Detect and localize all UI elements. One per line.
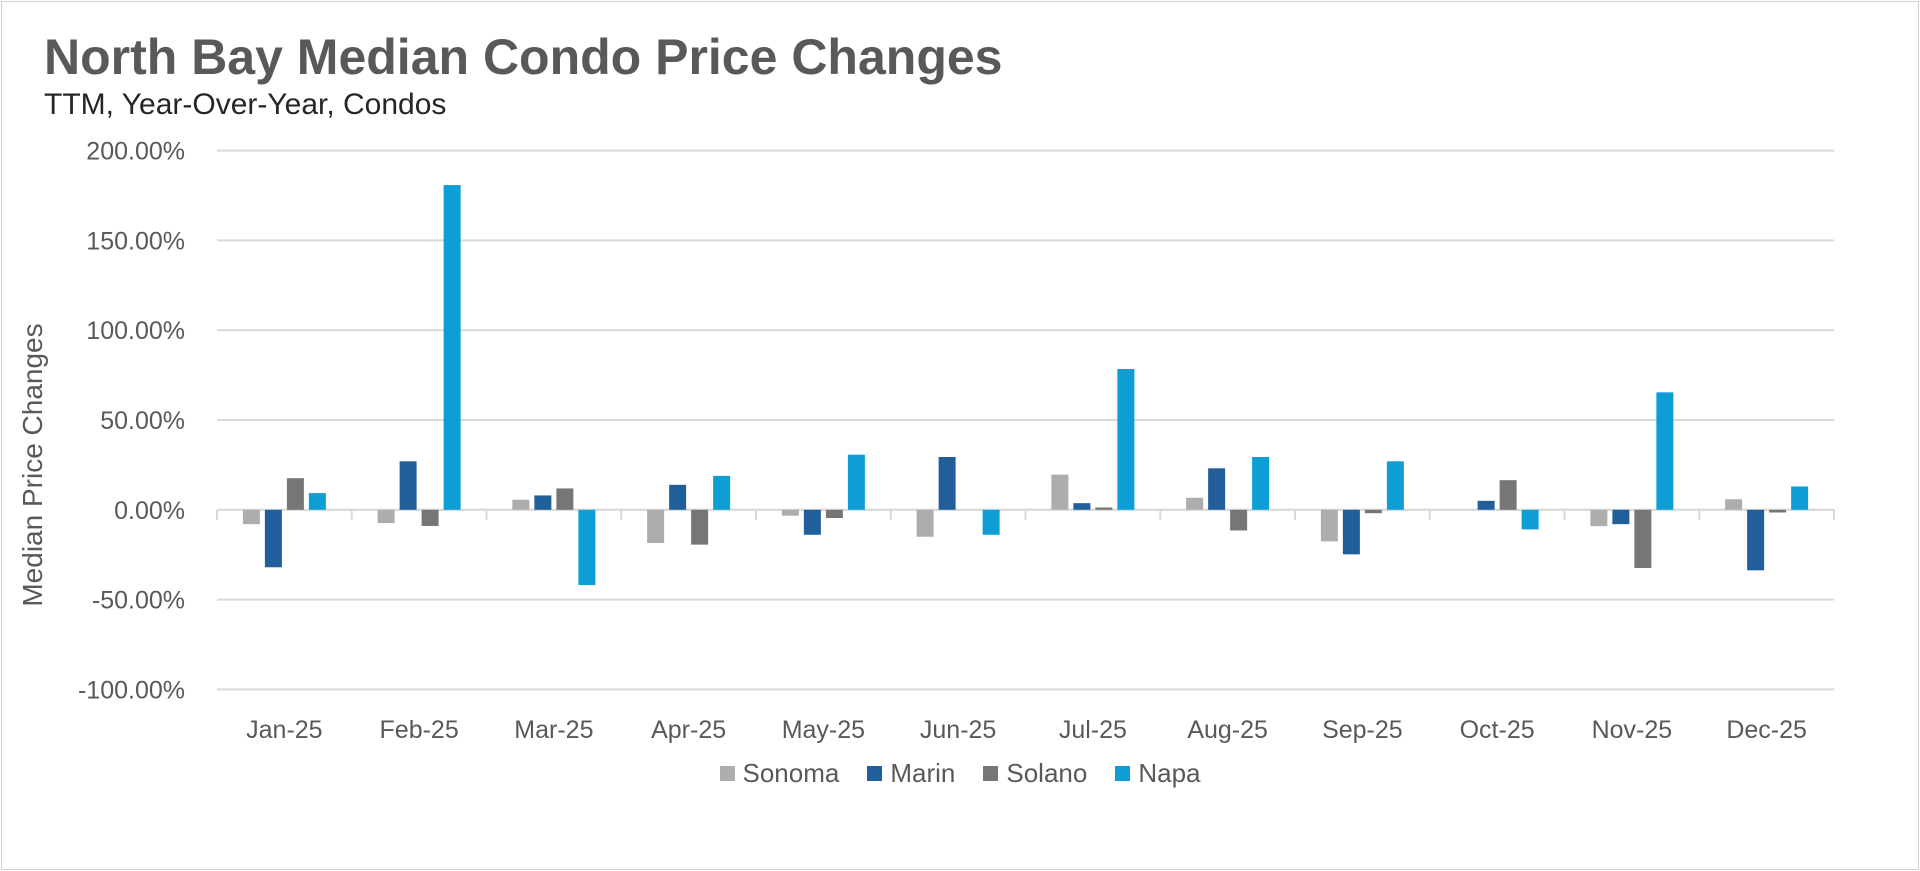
legend-label: Marin bbox=[890, 758, 956, 788]
bar-napa-may-25 bbox=[847, 454, 865, 510]
bar-sonoma-may-25 bbox=[781, 509, 799, 516]
bar-solano-jul-25 bbox=[1095, 507, 1113, 510]
legend-label: Solano bbox=[1006, 758, 1088, 788]
legend: Sonoma Marin Solano Napa bbox=[0, 758, 1920, 789]
bar-marin-jul-25 bbox=[1073, 503, 1091, 510]
x-tick-label: Sep-25 bbox=[1322, 716, 1403, 744]
bar-napa-jan-25 bbox=[308, 493, 326, 510]
bar-marin-feb-25 bbox=[399, 461, 417, 510]
bar-napa-apr-25 bbox=[713, 475, 731, 510]
bar-napa-mar-25 bbox=[578, 509, 596, 586]
x-tick-label: Feb-25 bbox=[380, 716, 459, 744]
bar-marin-jan-25 bbox=[264, 509, 282, 568]
x-tick-label: Nov-25 bbox=[1592, 716, 1673, 744]
bar-napa-sep-25 bbox=[1386, 461, 1404, 510]
y-tick-label: -100.00% bbox=[78, 676, 185, 704]
x-tick-label: Jun-25 bbox=[920, 716, 996, 744]
bar-marin-apr-25 bbox=[669, 484, 687, 510]
legend-item-napa: Napa bbox=[1115, 758, 1200, 789]
x-tick-label: Mar-25 bbox=[514, 716, 593, 744]
x-tick-label: Apr-25 bbox=[651, 716, 726, 744]
bar-napa-dec-25 bbox=[1791, 486, 1809, 510]
x-tick-label: May-25 bbox=[782, 716, 865, 744]
bar-solano-aug-25 bbox=[1230, 509, 1248, 531]
legend-swatch bbox=[983, 766, 999, 781]
bar-sonoma-mar-25 bbox=[512, 499, 530, 510]
bar-solano-dec-25 bbox=[1769, 509, 1787, 513]
bar-marin-aug-25 bbox=[1208, 468, 1226, 510]
x-tick-label: Dec-25 bbox=[1726, 716, 1807, 744]
x-tick-label: Oct-25 bbox=[1460, 716, 1535, 744]
legend-item-solano: Solano bbox=[983, 758, 1087, 789]
bar-marin-jun-25 bbox=[938, 456, 956, 510]
bar-napa-feb-25 bbox=[443, 185, 461, 510]
bar-sonoma-dec-25 bbox=[1725, 499, 1743, 510]
legend-item-sonoma: Sonoma bbox=[719, 758, 840, 789]
legend-label: Sonoma bbox=[742, 758, 840, 788]
chart-title: North Bay Median Condo Price Changes bbox=[44, 29, 1003, 85]
x-tick-label: Jan-25 bbox=[246, 716, 322, 744]
legend-swatch bbox=[719, 766, 735, 781]
legend-swatch bbox=[1115, 766, 1131, 781]
bar-marin-may-25 bbox=[803, 509, 821, 535]
bar-napa-oct-25 bbox=[1521, 509, 1539, 530]
y-tick-label: 100.00% bbox=[86, 317, 185, 345]
bar-marin-mar-25 bbox=[534, 495, 552, 510]
bar-marin-dec-25 bbox=[1747, 509, 1765, 571]
bar-napa-aug-25 bbox=[1252, 456, 1270, 510]
bar-napa-jul-25 bbox=[1117, 368, 1135, 510]
bar-sonoma-jul-25 bbox=[1051, 474, 1069, 510]
bar-solano-nov-25 bbox=[1634, 509, 1652, 568]
bar-sonoma-nov-25 bbox=[1590, 509, 1608, 527]
y-tick-label: 200.00% bbox=[86, 138, 185, 166]
bar-solano-mar-25 bbox=[556, 488, 574, 510]
y-tick-label: -50.00% bbox=[92, 587, 185, 615]
bar-sonoma-feb-25 bbox=[377, 509, 395, 524]
bar-solano-may-25 bbox=[825, 509, 843, 519]
legend-item-marin: Marin bbox=[867, 758, 955, 789]
bar-solano-jan-25 bbox=[286, 478, 304, 510]
bar-napa-nov-25 bbox=[1656, 392, 1674, 510]
bar-marin-oct-25 bbox=[1477, 500, 1495, 510]
bar-sonoma-sep-25 bbox=[1320, 509, 1338, 542]
bar-marin-nov-25 bbox=[1612, 509, 1630, 525]
y-tick-label: 50.00% bbox=[100, 407, 185, 435]
bar-solano-apr-25 bbox=[691, 509, 709, 545]
y-tick-label: 150.00% bbox=[86, 227, 185, 255]
legend-label: Napa bbox=[1138, 758, 1201, 788]
bar-marin-sep-25 bbox=[1342, 509, 1360, 555]
bar-solano-feb-25 bbox=[421, 509, 439, 526]
bar-sonoma-jun-25 bbox=[916, 509, 934, 537]
bar-sonoma-jan-25 bbox=[242, 509, 260, 525]
y-axis-label: Median Price Changes bbox=[17, 323, 48, 606]
legend-swatch bbox=[867, 766, 883, 781]
bar-solano-sep-25 bbox=[1364, 509, 1382, 514]
bar-napa-jun-25 bbox=[982, 509, 1000, 535]
bar-solano-oct-25 bbox=[1499, 480, 1517, 510]
x-tick-label: Aug-25 bbox=[1187, 716, 1268, 744]
bar-sonoma-apr-25 bbox=[647, 509, 665, 544]
bar-sonoma-aug-25 bbox=[1186, 497, 1204, 510]
y-tick-label: 0.00% bbox=[114, 497, 185, 525]
chart-subtitle: TTM, Year-Over-Year, Condos bbox=[44, 88, 447, 121]
x-tick-label: Jul-25 bbox=[1059, 716, 1127, 744]
